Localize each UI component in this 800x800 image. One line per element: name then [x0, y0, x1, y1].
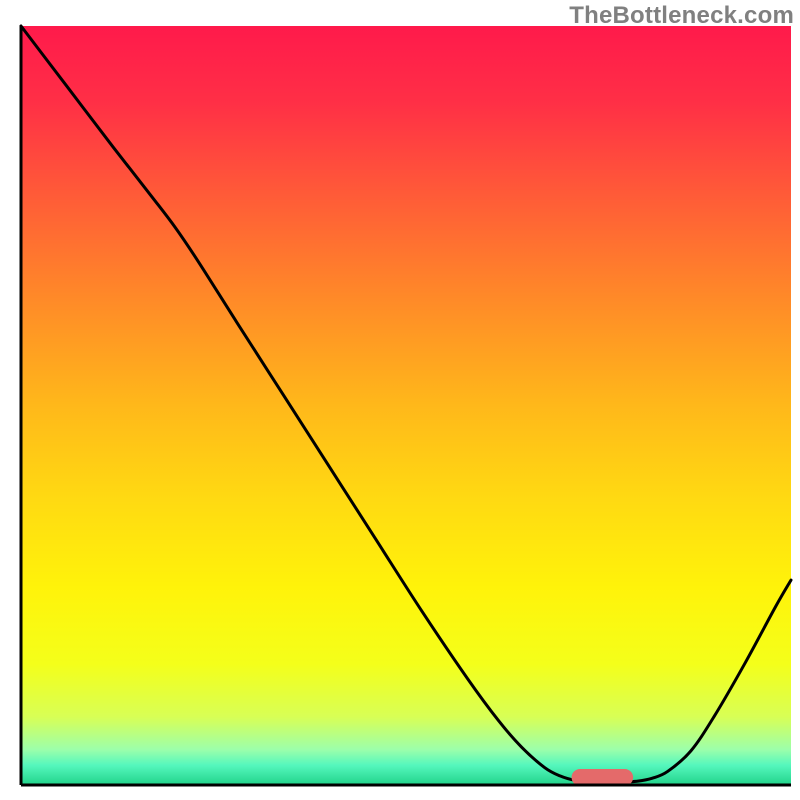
optimal-marker	[572, 769, 634, 786]
chart-svg	[0, 0, 800, 800]
gradient-background	[21, 26, 791, 785]
watermark-text: TheBottleneck.com	[569, 2, 794, 30]
bottleneck-chart: TheBottleneck.com	[0, 0, 800, 800]
